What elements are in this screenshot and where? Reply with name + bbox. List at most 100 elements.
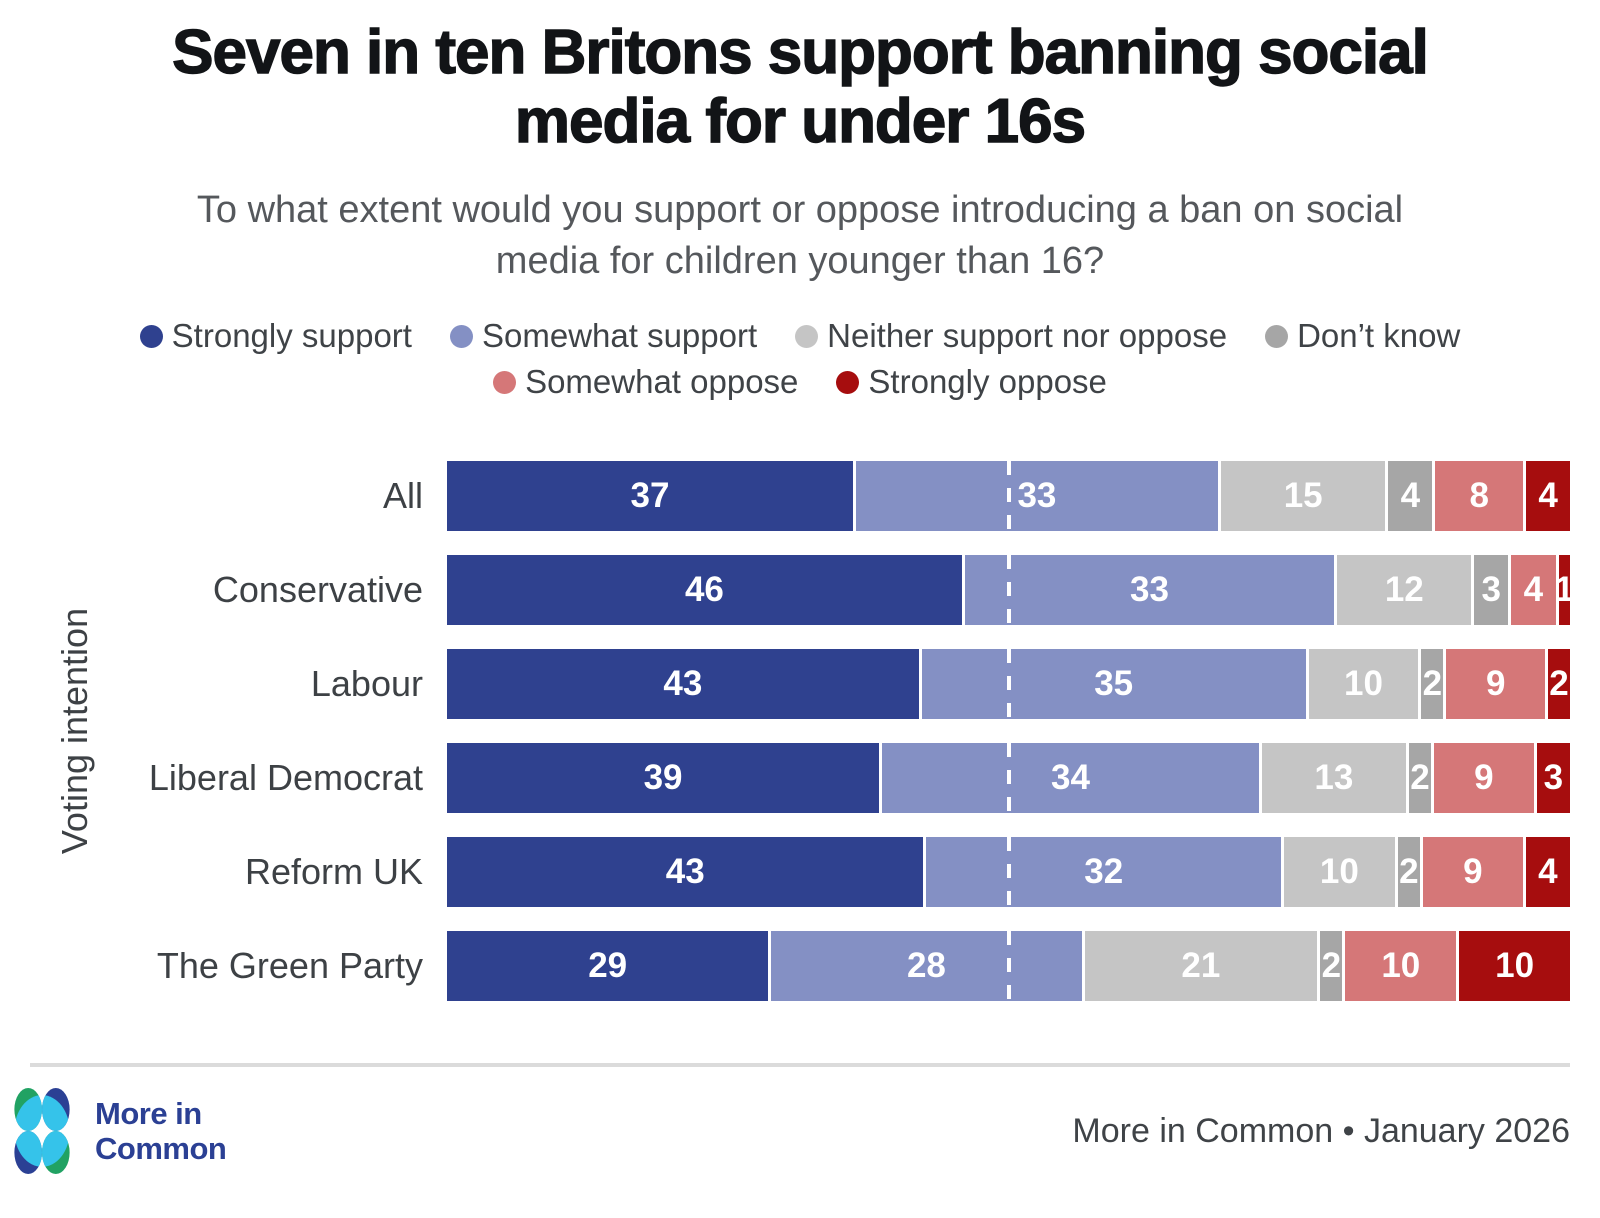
stacked-bar: 43 32 10 2 9 4 [447, 837, 1570, 908]
segment-value: 2 [1549, 664, 1569, 704]
chart-rows: All 37 33 15 4 8 4 Conservative 46 33 12 3 4 1 Labour 4… [0, 461, 1600, 1002]
bar-segment: 10 [1284, 837, 1395, 908]
segment-value: 2 [1422, 664, 1443, 704]
bar-segment: 3 [1536, 743, 1570, 814]
segment-value: 43 [663, 664, 703, 704]
stacked-bar: 39 34 13 2 9 3 [447, 743, 1570, 814]
segment-value: 10 [1381, 946, 1421, 986]
segment-value: 32 [1084, 852, 1124, 892]
row-label: Reform UK [244, 851, 423, 893]
segment-value: 15 [1283, 476, 1323, 516]
brand: More in Common [13, 1087, 227, 1175]
bar-segment: 39 [447, 743, 880, 814]
legend-label: Somewhat oppose [525, 363, 799, 401]
footer-divider [30, 1063, 1570, 1068]
chart-subtitle-line-1: To what extent would you support or oppo… [196, 188, 1404, 231]
chart-row: Reform UK 43 32 10 2 9 4 [0, 837, 1570, 908]
legend-label: Strongly oppose [868, 363, 1107, 401]
bar-segment: 12 [1337, 555, 1472, 626]
legend-item: Don’t know [1265, 317, 1460, 355]
bar-segment: 2 [1397, 837, 1420, 908]
segment-value: 28 [906, 946, 946, 986]
bar-segment: 3 [1474, 555, 1509, 626]
chart-title-line-1: Seven in ten Britons support banning soc… [171, 17, 1429, 87]
legend-swatch-icon [449, 324, 473, 348]
segment-value: 9 [1485, 664, 1506, 704]
legend-swatch-icon [139, 324, 163, 348]
footer: More in Common More in Common • January … [0, 1067, 1600, 1175]
segment-value: 2 [1399, 852, 1419, 892]
chart-subtitle: To what extent would you support or oppo… [0, 185, 1600, 288]
legend-label: Somewhat support [481, 317, 758, 355]
row-label: Conservative [212, 569, 423, 611]
segment-value: 37 [630, 476, 670, 516]
segment-value: 13 [1314, 758, 1354, 798]
segment-value: 3 [1543, 758, 1564, 798]
bar-segment: 4 [1388, 461, 1433, 532]
stacked-bar: 46 33 12 3 4 1 [447, 555, 1574, 626]
segment-value: 4 [1538, 852, 1558, 892]
segment-value: 46 [684, 570, 724, 610]
legend-swatch-icon [836, 370, 860, 394]
segment-value: 10 [1344, 664, 1383, 704]
segment-value: 2 [1410, 758, 1430, 798]
bar-segment: 10 [1345, 931, 1457, 1002]
segment-value: 33 [1017, 476, 1057, 516]
segment-value: 21 [1181, 946, 1221, 986]
bar-segment: 33 [855, 461, 1218, 532]
bar-segment: 43 [447, 649, 919, 720]
bar-segment: 2 [1421, 649, 1444, 720]
legend: Strongly support Somewhat support Neither … [0, 313, 1600, 405]
row-label: Labour [310, 663, 423, 705]
segment-value: 9 [1463, 852, 1483, 892]
chart-row: All 37 33 15 4 8 4 [0, 461, 1570, 532]
bar-segment: 9 [1446, 649, 1546, 720]
more-in-common-logo-icon [14, 1088, 70, 1175]
legend-item: Somewhat oppose [493, 363, 798, 401]
bar-segment: 4 [1511, 555, 1556, 626]
segment-value: 33 [1130, 570, 1169, 610]
bar-segment: 29 [447, 931, 769, 1002]
stacked-bar: 37 33 15 4 8 4 [447, 461, 1570, 532]
chart-row: Liberal Democrat 39 34 13 2 9 3 [0, 743, 1570, 814]
legend-swatch-icon [493, 370, 517, 394]
chart-row: The Green Party 29 28 21 2 10 10 [0, 931, 1570, 1002]
brand-name-line-1: More in [95, 1095, 202, 1131]
bar-segment: 21 [1084, 931, 1318, 1002]
segment-value: 4 [1538, 476, 1558, 516]
bar-segment: 2 [1408, 743, 1432, 814]
bar-segment: 35 [921, 649, 1306, 720]
row-label: All [382, 475, 423, 517]
segment-value: 2 [1321, 946, 1342, 986]
bar-segment: 37 [447, 461, 853, 532]
brand-name: More in Common [95, 1095, 227, 1168]
bar-segment: 15 [1220, 461, 1386, 532]
legend-item: Neither support nor oppose [795, 317, 1227, 355]
row-label: The Green Party [156, 945, 423, 987]
legend-label: Don’t know [1297, 317, 1461, 355]
legend-item: Strongly support [139, 317, 412, 355]
bar-segment: 4 [1526, 461, 1570, 532]
segment-value: 10 [1319, 852, 1359, 892]
legend-row: Strongly support Somewhat support Neither … [0, 313, 1600, 359]
bar-segment: 9 [1434, 743, 1534, 814]
page-root: { "header": { "title_lines": ["Seven in … [0, 17, 1600, 1218]
chart-subtitle-line-2: media for children younger than 16? [495, 240, 1105, 283]
chart-row: Labour 43 35 10 2 9 2 [0, 649, 1570, 720]
bar-segment: 46 [447, 555, 962, 626]
segment-value: 8 [1469, 476, 1489, 516]
segment-value: 9 [1474, 758, 1494, 798]
bar-segment: 10 [1459, 931, 1570, 1002]
legend-label: Strongly support [171, 317, 412, 355]
segment-value: 43 [665, 852, 705, 892]
bar-segment: 4 [1525, 837, 1570, 908]
bar-segment: 2 [1320, 931, 1343, 1002]
legend-label: Neither support nor oppose [827, 317, 1228, 355]
bar-segment: 1 [1555, 555, 1574, 626]
segment-value: 34 [1051, 758, 1090, 798]
legend-row: Somewhat oppose Strongly oppose [0, 359, 1600, 405]
chart-title-line-2: media for under 16s [514, 87, 1087, 157]
bar-segment: 2 [1548, 649, 1570, 720]
row-label: Liberal Democrat [148, 757, 423, 799]
legend-item: Somewhat support [449, 317, 758, 355]
